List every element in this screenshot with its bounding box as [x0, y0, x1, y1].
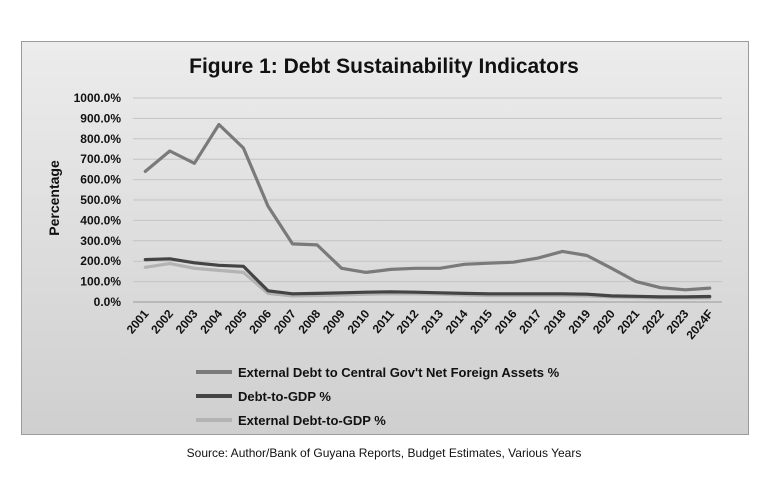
legend-swatch-ext-debt-nfa: [196, 370, 232, 374]
gridlines: [133, 97, 722, 303]
x-tick-label: 2021: [615, 307, 643, 337]
legend-label-ext-debt-nfa: External Debt to Central Gov't Net Forei…: [238, 364, 560, 380]
y-tick-label: 700.0%: [80, 152, 121, 166]
y-tick-labels: 0.0% 100.0% 200.0% 300.0% 400.0% 500.0% 600.0%…: [74, 91, 122, 309]
y-tick-label: 400.0%: [80, 213, 121, 227]
x-tick-label: 2011: [370, 307, 398, 336]
x-tick-label: 2015: [467, 307, 495, 337]
y-tick-label: 200.0%: [80, 254, 121, 268]
y-tick-label: 900.0%: [80, 111, 121, 125]
legend-swatch-ext-debt-gdp: [196, 418, 232, 422]
legend-swatch-debt-gdp: [196, 394, 232, 398]
x-tick-label: 2006: [246, 307, 274, 337]
series-lines: [143, 122, 712, 300]
legend-item-ext-debt-gdp: External Debt-to-GDP %: [196, 408, 636, 432]
x-tick-label: 2018: [541, 307, 569, 337]
x-tick-labels: 2001200220032004200520062007200820092010…: [124, 307, 716, 342]
legend-label-ext-debt-gdp: External Debt-to-GDP %: [238, 412, 386, 428]
y-tick-label: 0.0%: [94, 295, 122, 309]
y-axis-title: Percentage: [46, 160, 62, 236]
y-tick-label: 500.0%: [80, 193, 121, 207]
y-tick-label: 800.0%: [80, 132, 121, 146]
chart-area: [21, 41, 749, 435]
chart-title: Figure 1: Debt Sustainability Indicators: [189, 55, 579, 78]
x-tick-label: 2007: [271, 307, 299, 337]
x-tick-label: 2002: [148, 307, 176, 337]
x-tick-label: 2013: [418, 307, 446, 337]
source-note: Source: Author/Bank of Guyana Reports, B…: [186, 446, 582, 460]
x-tick-label: 2010: [345, 307, 373, 337]
x-tick-label: 2001: [124, 307, 152, 337]
x-tick-label: 2020: [590, 307, 618, 337]
x-tick-label: 2012: [394, 307, 422, 337]
legend-label-debt-gdp: Debt-to-GDP %: [238, 388, 331, 404]
series-ext-debt-nfa: [143, 122, 712, 292]
legend-item-ext-debt-nfa: External Debt to Central Gov't Net Forei…: [196, 360, 636, 384]
x-tick-label: 2004: [197, 307, 225, 337]
x-tick-label: 2014: [443, 307, 471, 337]
y-tick-label: 300.0%: [80, 234, 121, 248]
x-tick-label: 2003: [173, 307, 201, 337]
y-tick-label: 600.0%: [80, 173, 121, 187]
x-tick-label: 2024F: [683, 307, 716, 342]
y-tick-label: 1000.0%: [74, 91, 122, 105]
series-debt-gdp: [143, 257, 712, 299]
x-tick-label: 2009: [320, 307, 348, 337]
x-tick-label: 2005: [222, 307, 250, 337]
x-tick-label: 2016: [492, 307, 520, 337]
x-tick-label: 2019: [565, 307, 593, 337]
x-tick-label: 2022: [639, 307, 667, 337]
x-tick-label: 2008: [295, 307, 323, 337]
y-tick-label: 100.0%: [80, 275, 121, 289]
x-tick-label: 2017: [516, 307, 544, 337]
legend-item-debt-gdp: Debt-to-GDP %: [196, 384, 636, 408]
legend: External Debt to Central Gov't Net Forei…: [196, 360, 636, 432]
